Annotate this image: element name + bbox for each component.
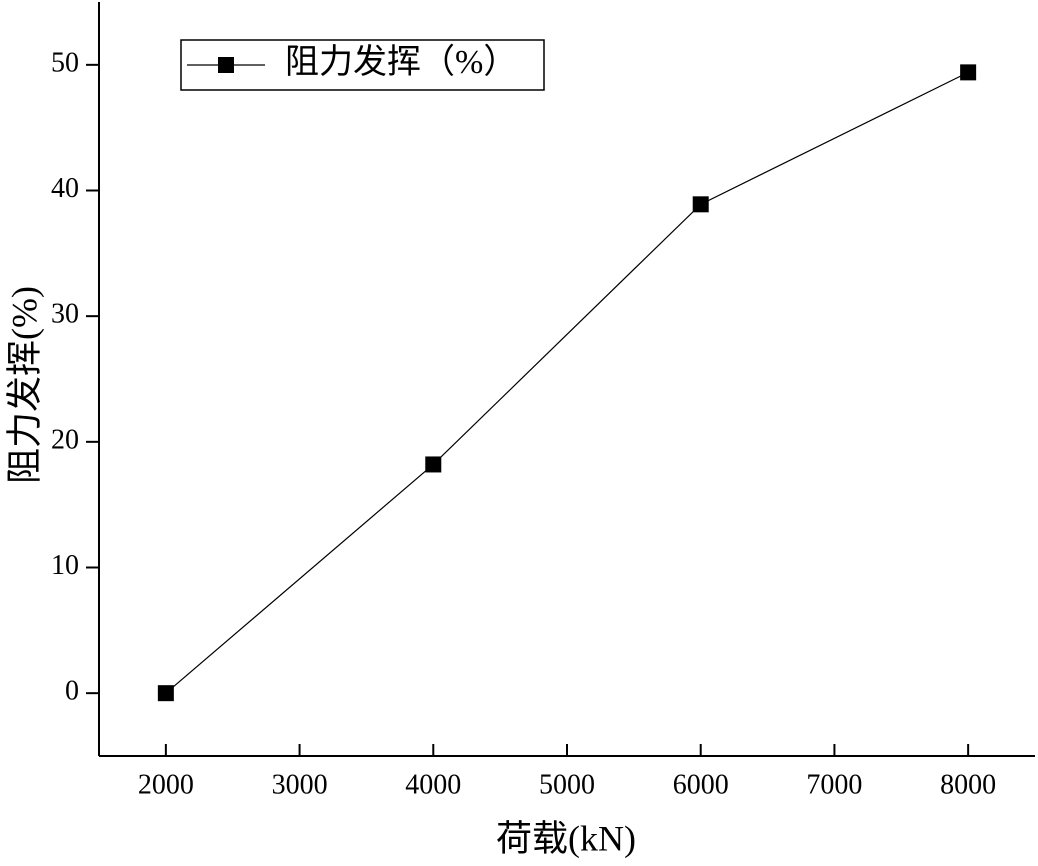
- x-tick-label: 5000: [539, 769, 595, 800]
- y-tick-label: 0: [65, 676, 79, 707]
- y-tick-label: 40: [51, 173, 79, 204]
- x-tick-label: 3000: [272, 769, 328, 800]
- y-tick-label: 30: [51, 299, 79, 330]
- x-tick-label: 4000: [405, 769, 461, 800]
- y-tick-label: 20: [51, 424, 79, 455]
- y-tick-label: 50: [51, 47, 79, 78]
- series-line: [165, 71, 969, 694]
- data-point: [425, 456, 442, 473]
- x-tick-label: 2000: [138, 769, 194, 800]
- legend-marker: [218, 57, 234, 73]
- y-axis-title: 阻力发挥(%): [4, 286, 44, 484]
- y-tick-label: 10: [51, 550, 79, 581]
- legend-label: 阻力发挥（%）: [285, 43, 517, 81]
- x-tick-label: 7000: [806, 769, 862, 800]
- data-point: [157, 685, 174, 702]
- x-axis-title: 荷载(kN): [496, 818, 636, 858]
- x-tick-label: 6000: [673, 769, 729, 800]
- data-point: [960, 64, 977, 81]
- data-point: [692, 196, 709, 213]
- x-tick-label: 8000: [940, 769, 996, 800]
